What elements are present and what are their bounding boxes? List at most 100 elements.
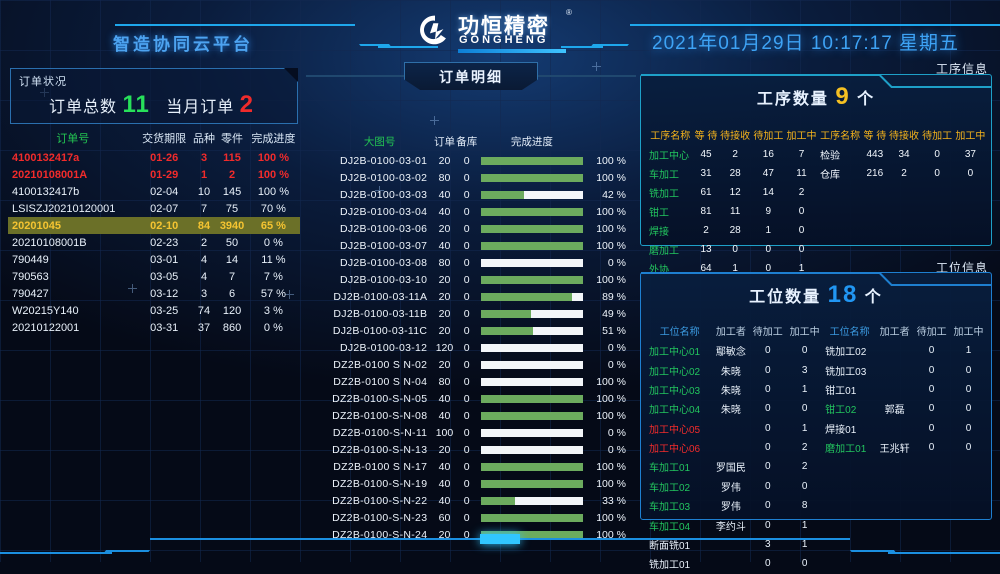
progress-bar-fill	[480, 292, 572, 301]
detail-row[interactable]: DJ2B-0100-03-11B 20 0 49 %	[326, 305, 626, 322]
process-row[interactable]: 车加工 31 28 47 11 仓库 216 2 0 0	[647, 164, 987, 183]
station-worker-right	[876, 457, 913, 476]
detail-row[interactable]: DJ2B-0100-03-11C 20 0 51 %	[326, 322, 626, 339]
station-col-3: 加工中	[789, 327, 820, 338]
station-table-body[interactable]: 加工中心01 鄢敏念 0 0 铣加工02 0 1 加工中心02 朱晓 0 3 铣加工03 0 0 加工中心0…	[647, 341, 987, 574]
station-row[interactable]: 加工中心03 朱晓 0 1 钳工01 0 0	[647, 380, 987, 399]
process-row[interactable]: 磨加工 13 0 0 0	[647, 240, 987, 259]
detail-row[interactable]: DJ2B-0100-03-04 40 0 100 %	[326, 203, 626, 220]
process-row[interactable]: 加工中心 45 2 16 7 检验 443 34 0 37	[647, 145, 987, 164]
detail-row[interactable]: DJ2B-0100-03-07 40 0 100 %	[326, 237, 626, 254]
detail-order-qty: 20	[438, 324, 451, 337]
order-row[interactable]: LSISZJ20210120001 02-07 7 75 70 %	[8, 200, 300, 217]
detail-progress-label: 100 %	[596, 375, 626, 388]
station-active-right: 0	[965, 383, 972, 395]
process-pending-right	[921, 221, 954, 240]
detail-row[interactable]: DJ2B-0100-03-08 80 0 0 %	[326, 254, 626, 271]
station-info-panel: 工位数量 18 个 工位名称 加工者 待加工 加工中 工位名称 加工者 待加工 加工中 加工中…	[640, 272, 992, 571]
detail-progress-bar	[478, 424, 586, 441]
detail-row[interactable]: DJ2B-0100-03-01 20 0 100 %	[326, 152, 626, 169]
detail-order-qty: 20	[438, 273, 451, 286]
station-row[interactable]: 车加工03 罗伟 0 8	[647, 496, 987, 515]
station-active-right	[950, 457, 987, 476]
detail-row[interactable]: DJ2B-0100-03-10 20 0 100 %	[326, 271, 626, 288]
detail-row[interactable]: DJ2B-0100-03-03 40 0 42 %	[326, 186, 626, 203]
station-row[interactable]: 断面铣01 3 1	[647, 535, 987, 554]
detail-progress-label: 100 %	[596, 477, 626, 490]
detail-row[interactable]: DZ2B-0100-S-N-22 40 0 33 %	[326, 492, 626, 509]
detail-row[interactable]: DZ2B-0100-S-N-13 20 0 0 %	[326, 441, 626, 458]
process-table-body[interactable]: 加工中心 45 2 16 7 检验 443 34 0 37 车加工 31 28 47 11 仓库 216 2 0 0 铣…	[647, 145, 987, 278]
spark-decor	[375, 186, 384, 195]
station-row[interactable]: 加工中心06 0 2 磨加工01 王兆轩 0 0	[647, 438, 987, 457]
process-active-right	[954, 240, 987, 259]
station-row[interactable]: 加工中心01 鄢敏念 0 0 铣加工02 0 1	[647, 341, 987, 360]
progress-bar-fill	[480, 241, 583, 250]
station-table[interactable]: 工位名称 加工者 待加工 加工中 工位名称 加工者 待加工 加工中 加工中心01 鄢敏念 0 0 铣加…	[647, 323, 987, 574]
process-col-9: 加工中	[955, 131, 986, 142]
station-active-left: 1	[801, 538, 808, 550]
progress-bar-fill	[480, 173, 583, 182]
order-row[interactable]: 4100132417b 02-04 10 145 100 %	[8, 183, 300, 200]
progress-bar-fill	[480, 496, 515, 505]
detail-row[interactable]: DJ2B-0100-03-06 20 0 100 %	[326, 220, 626, 237]
station-name-left: 断面铣01	[649, 540, 691, 552]
order-col-0: 订单号	[56, 133, 90, 145]
process-table[interactable]: 工序名称等 待待接收 待加工 加工中 工序名称等 待待接收 待加工 加工中 加工中心 45 2…	[647, 127, 987, 278]
order-row[interactable]: 790563 03-05 4 7 7 %	[8, 268, 300, 285]
order-row[interactable]: 20210108001A 01-29 1 2 100 %	[8, 166, 300, 183]
order-table[interactable]: 订单号 交货期限 品种 零件 完成进度 4100132417a 01-26 3 115 100 …	[8, 128, 300, 336]
process-row[interactable]: 铣加工 61 12 14 2	[647, 183, 987, 202]
process-row[interactable]: 钳工 81 11 9 0	[647, 202, 987, 221]
detail-progress-label: 100 %	[596, 154, 626, 167]
process-wait-left: 81	[700, 206, 712, 217]
station-table-header: 工位名称 加工者 待加工 加工中 工位名称 加工者 待加工 加工中	[647, 323, 987, 341]
detail-row[interactable]: DJ2B-0100-03-02 80 0 100 %	[326, 169, 626, 186]
order-row[interactable]: 790449 03-01 4 14 11 %	[8, 251, 300, 268]
detail-row[interactable]: DZ2B-0100 S N-04 80 0 100 %	[326, 373, 626, 390]
detail-row[interactable]: DZ2B-0100 S N-17 40 0 100 %	[326, 458, 626, 475]
station-name-left: 加工中心02	[649, 366, 701, 378]
detail-row[interactable]: DJ2B-0100-03-12 120 0 0 %	[326, 339, 626, 356]
station-pending-right	[913, 496, 950, 515]
order-code: 4100132417b	[12, 185, 80, 198]
detail-stock-qty: 0	[463, 188, 470, 201]
station-row[interactable]: 车加工01 罗国民 0 2	[647, 457, 987, 476]
header-left-rule	[115, 24, 355, 26]
station-row[interactable]: 加工中心05 0 1 焊接01 0 0	[647, 419, 987, 438]
process-row[interactable]: 焊接 2 28 1 0	[647, 221, 987, 240]
detail-order-qty: 20	[438, 443, 451, 456]
order-table-body[interactable]: 4100132417a 01-26 3 115 100 % 20210108001A 01-…	[8, 149, 300, 336]
detail-table-body[interactable]: DJ2B-0100-03-01 20 0 100 % DJ2B-0100-03-02 80…	[326, 152, 626, 543]
station-worker-left	[712, 419, 749, 438]
detail-progress-label: 0 %	[607, 426, 626, 439]
detail-row[interactable]: DZ2B-0100 S N-02 20 0 0 %	[326, 356, 626, 373]
detail-row[interactable]: DZ2B-0100-S-N-19 40 0 100 %	[326, 475, 626, 492]
detail-row[interactable]: DZ2B-0100-S-N-24 20 0 100 %	[326, 526, 626, 543]
detail-row[interactable]: DZ2B-0100-S-N-23 60 0 100 %	[326, 509, 626, 526]
order-row[interactable]: 20210108001B 02-23 2 50 0 %	[8, 234, 300, 251]
detail-stock-qty: 0	[463, 358, 470, 371]
progress-bar-track	[480, 411, 583, 420]
detail-row[interactable]: DZ2B-0100-S-N-08 40 0 100 %	[326, 407, 626, 424]
process-row[interactable]: 外协 64 1 0 1	[647, 259, 987, 278]
order-row[interactable]: 790427 03-12 3 6 57 %	[8, 285, 300, 302]
order-parts: 14	[225, 253, 239, 266]
station-row[interactable]: 车加工02 罗伟 0 0	[647, 477, 987, 496]
tab-order-detail[interactable]: 订单明细	[404, 62, 538, 90]
detail-row[interactable]: DZ2B-0100-S-N-05 40 0 100 %	[326, 390, 626, 407]
detail-row[interactable]: DJ2B-0100-03-11A 20 0 89 %	[326, 288, 626, 305]
order-row[interactable]: 20210122001 03-31 37 860 0 %	[8, 319, 300, 336]
detail-code: DJ2B-0100-03-06	[339, 222, 428, 235]
detail-row[interactable]: DZ2B-0100-S-N-11 100 0 0 %	[326, 424, 626, 441]
station-row[interactable]: 车加工04 李约斗 0 1	[647, 515, 987, 534]
order-row[interactable]: W20215Y140 03-25 74 120 3 %	[8, 302, 300, 319]
station-row[interactable]: 加工中心02 朱晓 0 3 铣加工03 0 0	[647, 360, 987, 379]
process-receive-left: 0	[732, 244, 738, 255]
order-row[interactable]: 20201045 02-10 84 3940 65 %	[8, 217, 300, 234]
order-detail-table[interactable]: 大图号 订单 备库 完成进度 DJ2B-0100-03-01 20 0 100 % DJ2B-…	[326, 134, 626, 543]
station-active-left: 0	[801, 403, 808, 415]
progress-bar-track	[480, 513, 583, 522]
station-row[interactable]: 加工中心04 朱晓 0 0 钳工02 郭磊 0 0	[647, 399, 987, 418]
order-row[interactable]: 4100132417a 01-26 3 115 100 %	[8, 149, 300, 166]
